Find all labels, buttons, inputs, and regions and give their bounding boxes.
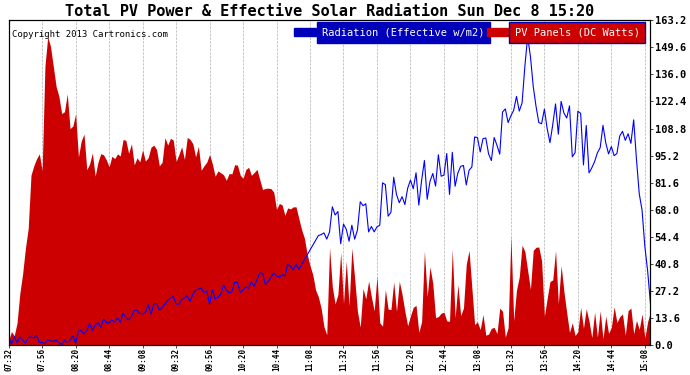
Legend: Radiation (Effective w/m2), PV Panels (DC Watts): Radiation (Effective w/m2), PV Panels (D…	[292, 26, 642, 40]
Title: Total PV Power & Effective Solar Radiation Sun Dec 8 15:20: Total PV Power & Effective Solar Radiati…	[65, 4, 594, 19]
Text: Copyright 2013 Cartronics.com: Copyright 2013 Cartronics.com	[12, 30, 168, 39]
